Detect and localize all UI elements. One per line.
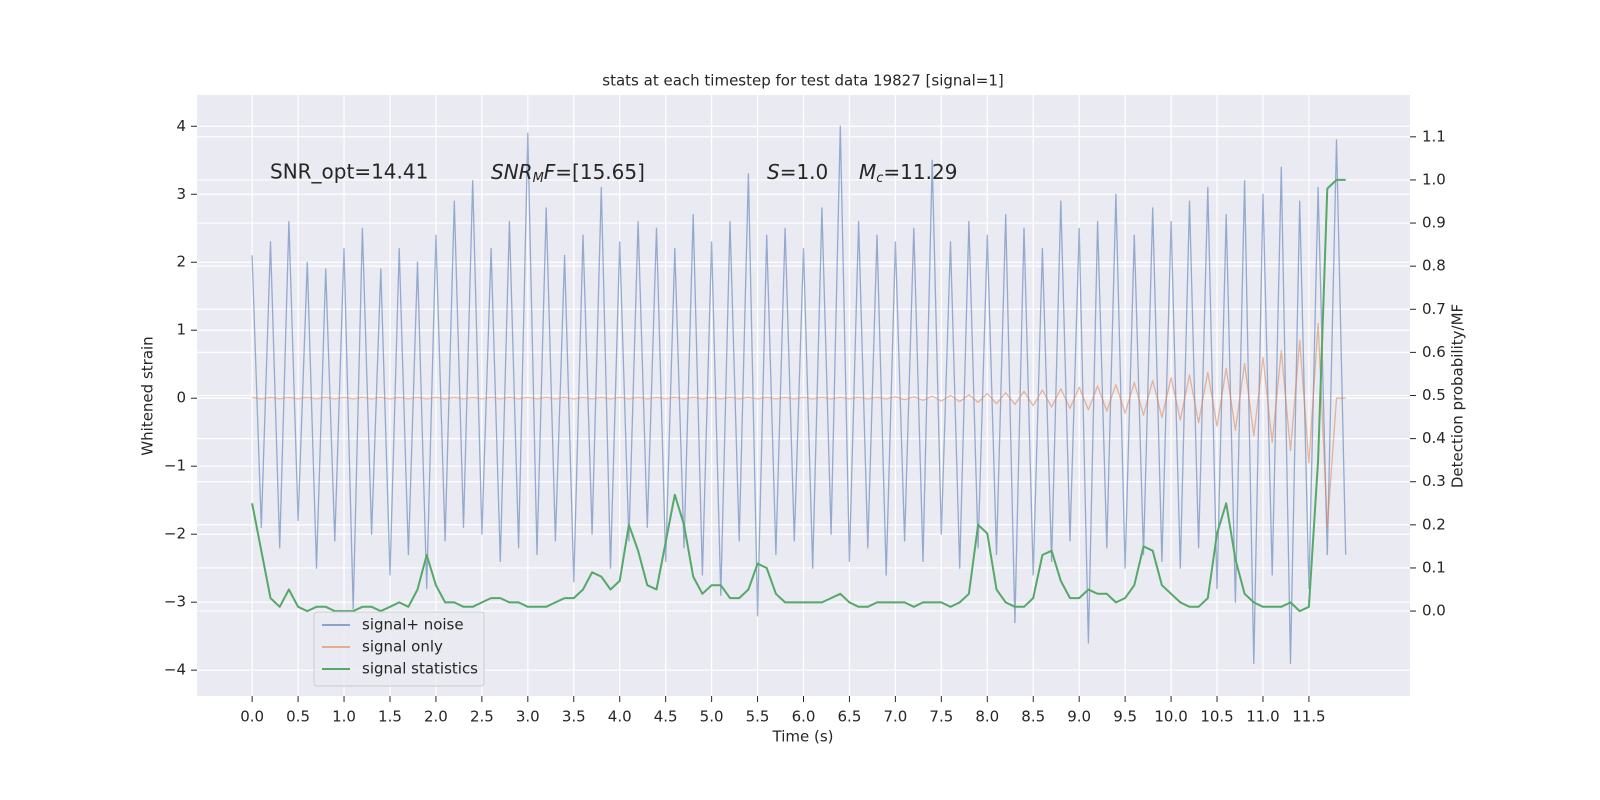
y2-tick-label: 0.7 [1422,300,1446,318]
y-tick-label: 2 [176,253,186,271]
y2-axis-label: Detection probability/MF [1449,304,1467,488]
x-tick-label: 11.0 [1246,708,1279,726]
annotation-part: M [859,160,876,184]
annotation-part: =[15.65] [555,160,645,184]
series-line [251,178,1346,613]
lines [251,125,1347,665]
y2-tick-label: 0.0 [1422,602,1446,620]
x-tick-label: 5.0 [700,708,724,726]
annotation-part: =1.0 [780,160,829,184]
y-tick-label: 3 [176,185,186,203]
y-tick-label: 4 [176,117,186,135]
y-axis-label: Whitened strain [139,336,157,455]
y-tick-label: −4 [164,661,186,679]
y2-tick-label: 0.5 [1422,386,1446,404]
legend: signal+ noise signal only signal statistic… [313,611,485,687]
x-tick-label: 3.5 [562,708,586,726]
x-tick-label: 6.5 [838,708,862,726]
y2-tick-label: 0.9 [1422,214,1446,232]
annotation: SNRMF=[15.65] [491,160,645,186]
x-tick-label: 10.5 [1200,708,1233,726]
x-tick-label: 2.0 [424,708,448,726]
x-tick-label: 7.0 [883,708,907,726]
x-tick-label: 9.0 [1067,708,1091,726]
annotation: SNR_opt=14.41 [270,160,428,184]
legend-label: signal only [362,638,443,656]
y2-tick-label: 1.1 [1422,127,1446,145]
grid [197,95,1410,696]
annotation-part: F [544,160,556,184]
x-tick-label: 4.5 [654,708,678,726]
x-tick-label: 9.5 [1113,708,1137,726]
x-tick-label: 0.0 [240,708,264,726]
x-tick-label: 6.0 [792,708,816,726]
annotation-part: S [767,160,780,184]
series-line [251,125,1347,665]
x-tick-label: 0.5 [286,708,310,726]
y-tick-label: −1 [164,457,186,475]
series-line [252,322,1346,529]
x-tick-label: 1.0 [332,708,356,726]
x-axis-label: Time (s) [772,728,834,746]
x-tick-label: 8.0 [975,708,999,726]
y-tick-label: 0 [176,389,186,407]
x-tick-label: 2.5 [470,708,494,726]
x-tick-label: 1.5 [378,708,402,726]
annotation: S=1.0 [767,160,828,184]
chart-title: stats at each timestep for test data 198… [602,72,1003,90]
annotation-part: SNR [491,160,533,184]
y-tick-label: −2 [164,525,186,543]
legend-label: signal+ noise [362,616,464,634]
y2-tick-label: 0.3 [1422,472,1446,490]
x-tick-label: 8.5 [1021,708,1045,726]
x-tick-label: 5.5 [746,708,770,726]
y2-tick-label: 0.8 [1422,257,1446,275]
y2-tick-label: 0.4 [1422,429,1446,447]
x-tick-label: 3.0 [516,708,540,726]
y-tick-label: 1 [176,321,186,339]
x-tick-label: 10.0 [1154,708,1187,726]
x-tick-label: 4.0 [608,708,632,726]
annotation: Mc=11.29 [859,160,957,186]
annotation-part: =11.29 [883,160,957,184]
y2-tick-label: 0.6 [1422,343,1446,361]
y2-tick-label: 0.1 [1422,558,1446,576]
legend-label: signal statistics [362,660,478,678]
x-tick-label: 11.5 [1292,708,1325,726]
legend-frame [313,611,485,687]
x-tick-label: 7.5 [929,708,953,726]
y2-tick-label: 0.2 [1422,515,1446,533]
y-tick-label: −3 [164,593,186,611]
y2-tick-label: 1.0 [1422,170,1446,188]
annotation-part: c [876,171,883,186]
annotation-part: M [533,171,544,186]
